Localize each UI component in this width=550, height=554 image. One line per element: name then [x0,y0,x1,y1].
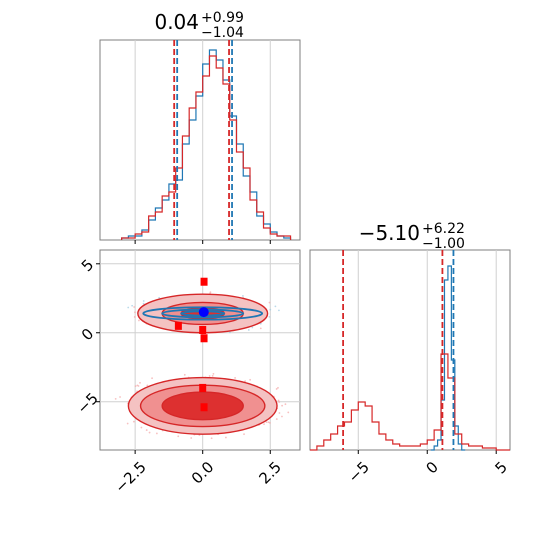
contour-sample-dot [274,305,277,308]
contour-sample-dot [142,300,145,302]
contour-sample-dot [138,319,140,322]
contour-sample-dot [134,311,136,314]
contour-sample-dot [229,331,231,334]
contour-sample-dot [278,309,280,312]
hist-x-title-minus: −1.04 [201,25,244,41]
contour-sample-dot [267,421,270,424]
contour-sample-dot [281,415,283,418]
contour-sample-dot [212,372,215,375]
contour-sample-dot [183,373,186,376]
hist-y-title-value: −5.10 [359,221,420,245]
hist-y-tick-label: 0 [423,458,442,477]
contour-y-tick-label: −5 [73,389,101,417]
contour-red-marker [200,403,208,412]
hist-y-tick-label: −5 [345,458,373,486]
contour-sample-dot [158,296,161,299]
contour-sample-dot [140,426,143,429]
hist-y-title-plus: +6.22 [422,221,465,237]
contour-sample-dot [284,403,287,406]
contour-sample-dot [127,306,130,309]
hist-y-series-red [310,353,510,451]
contour-sample-dot [265,421,268,424]
contour-sample-dot [177,435,180,438]
hist-x-title-plus: +0.99 [201,10,244,26]
hist-x-series-red [121,55,292,240]
contour-sample-dot [114,397,117,400]
contour-sample-dot [278,401,281,403]
contour-sample-dot [211,374,214,377]
contour-x-tick-label: −2.5 [111,458,149,496]
contour-sample-dot [234,377,236,379]
contour-sample-dot [281,404,284,407]
contour-sample-dot [208,375,211,377]
contour-sample-dot [119,396,121,398]
hist-y-series-blue [430,265,466,451]
contour-sample-dot [132,420,135,423]
contour-sample-dot [155,432,158,435]
contour-sample-dot [263,423,265,426]
contour-sample-dot [287,411,290,414]
contour-panel: −2.5 0.0 2.5 5 0 −5 [73,249,301,497]
contour-sample-dot [142,302,145,305]
contour-sample-dot [126,422,129,425]
contour-red-marker [199,383,207,392]
contour-sample-dot [210,437,213,440]
contour-sample-dot [131,304,134,307]
contour-sample-dot [146,384,149,387]
contour-red-marker [200,334,208,343]
contour-sample-dot [269,308,272,311]
contour-sample-dot [269,422,271,424]
hist-x-title: 0.04 [154,10,199,34]
contour-sample-dot [136,384,139,387]
contour-sample-dot [148,431,151,434]
contour-sample-dot [277,399,280,402]
contour-sample-dot [251,326,254,329]
contour-frame [99,249,301,451]
contour-sample-dot [134,385,137,388]
contour-red-marker [200,277,208,286]
contour-sample-dot [133,306,136,308]
contour-sample-dot [259,322,262,325]
contour-sample-dot [209,291,212,294]
contour-red-marker [199,326,207,334]
contour-sample-dot [275,388,278,390]
contour-sample-dot [190,437,193,439]
contour-sample-dot [133,316,136,318]
contour-sample-dot [249,378,252,381]
contour-sample-dot [268,301,271,304]
contour-sample-dot [242,295,244,297]
contour-sample-dot [243,433,245,436]
hist-y-tick-label: 5 [491,458,510,477]
contour-sample-dot [224,436,227,439]
hist-y-frame [309,249,511,451]
contour-y-tick-label: 0 [78,325,97,344]
hist-panel-y: −5.10 +6.22 −1.00 −5 0 5 [309,221,511,486]
contour-red-marker [174,321,182,330]
hist-y-title-minus: −1.00 [422,236,465,252]
contour-sample-dot [145,429,148,431]
contour-blue-marker [198,307,209,318]
hist-x-title-value: 0.04 [154,10,199,34]
contour-x-tick-label: 2.5 [255,458,285,488]
hist-panel-x: 0.04 +0.99 −1.04 [99,10,301,244]
contour-x-tick-label: 0.0 [188,458,218,488]
contour-y-tick-label: 5 [78,256,97,275]
contour-sample-dot [275,418,278,420]
hist-x-series-blue [121,49,292,240]
hist-x-frame [99,39,301,241]
contour-plot-area [100,250,300,450]
contour-sample-dot [247,329,250,331]
contour-sample-dot [139,381,141,384]
contour-sample-dot [268,315,271,318]
contour-sample-dot [151,377,153,380]
contour-sample-dot [277,386,279,389]
contour-sample-dot [259,327,262,330]
contour-sample-dot [278,412,281,414]
